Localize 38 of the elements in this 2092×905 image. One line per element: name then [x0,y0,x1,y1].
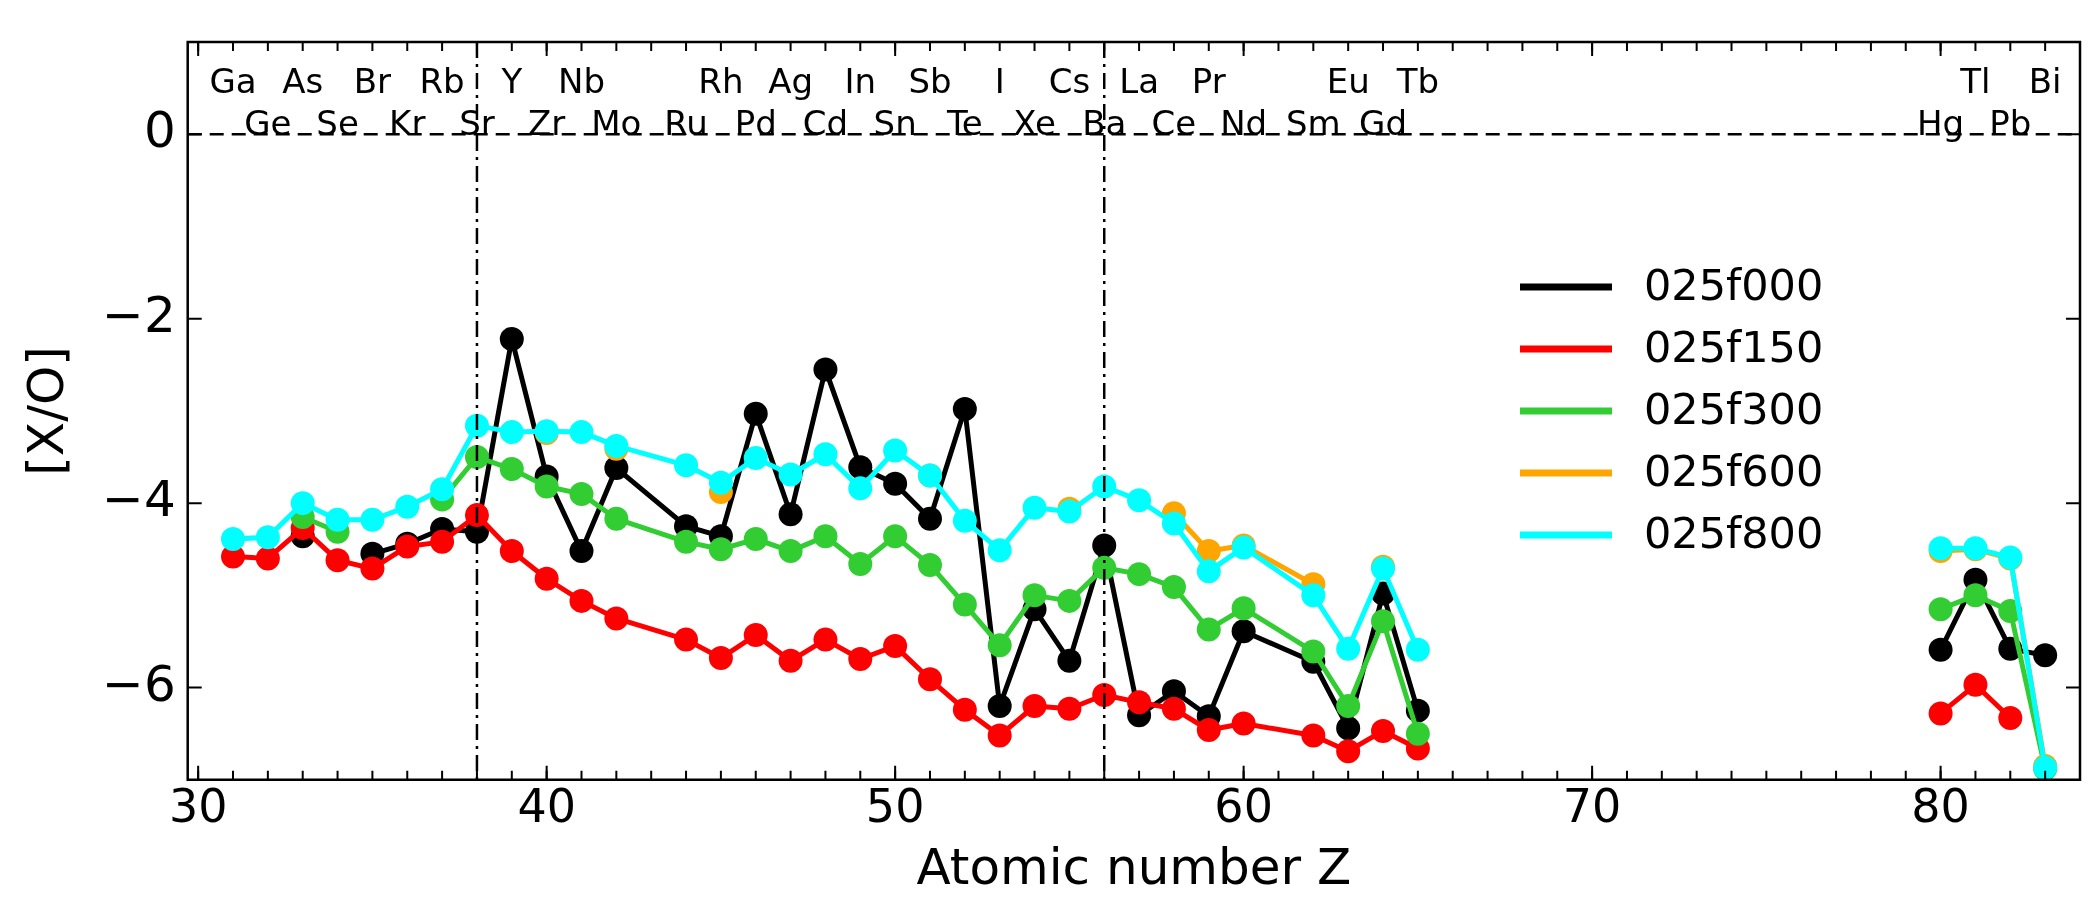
annotation: I [994,60,1005,101]
annotation: Pr [1191,60,1226,101]
annotation: Gd [1359,102,1407,143]
annotation: Y [500,60,523,101]
annotation: Br [353,60,392,101]
annotation: La [1119,60,1159,101]
annotation: Ga [209,60,257,101]
y-tick-label: −6 [101,654,176,713]
annotation: Tl [1959,60,1991,101]
annotation: Bi [2028,60,2062,101]
y-tick-label: −2 [101,285,176,344]
annotation: Rb [419,60,465,101]
y-tick-label: 0 [143,101,176,160]
annotation: Cs [1048,60,1091,101]
x-tick-label: 80 [1911,779,1970,834]
annotation: Sb [908,60,952,101]
x-tick-label: 30 [168,779,228,834]
x-tick-label: 50 [865,779,925,834]
annotation: Tb [1395,60,1440,101]
y-axis-title: [X/O] [16,346,75,476]
x-tick-label: 70 [1562,779,1622,834]
x-tick-label: 60 [1214,779,1273,834]
annotation: As [282,60,324,101]
legend-label: 025f800 [1644,508,1824,559]
annotation: In [844,60,877,101]
legend-label: 025f150 [1644,322,1824,373]
annotation: Te [945,102,983,143]
x-tick-label: 40 [517,779,576,834]
legend-label: 025f600 [1644,446,1824,497]
annotation: Rh [698,60,744,101]
legend-label: 025f300 [1644,384,1824,435]
annotation: Nb [557,60,606,101]
legend-label: 025f000 [1644,260,1824,311]
annotation: Eu [1326,60,1370,101]
y-tick-label: −4 [101,470,176,529]
annotation: Ag [768,60,814,101]
x-axis-title: Atomic number Z [916,837,1352,896]
annotation: Nd [1220,102,1268,143]
